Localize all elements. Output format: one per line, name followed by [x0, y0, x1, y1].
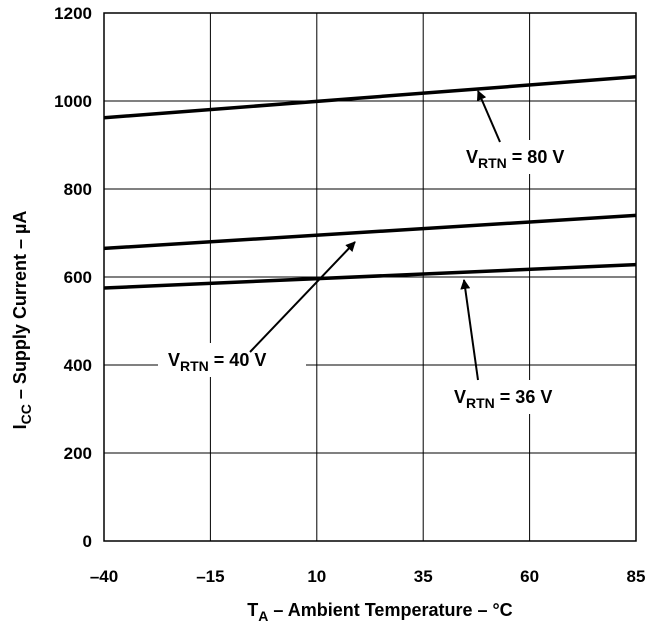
y-axis-title: ICC – Supply Current – µA [10, 211, 34, 430]
x-tick-label: 10 [307, 567, 326, 586]
plot-border [103, 12, 637, 542]
x-tick-label: –15 [196, 567, 224, 586]
series-annotation-label: VRTN = 40 V [168, 350, 266, 374]
series-annotation-label: VRTN = 36 V [454, 387, 552, 411]
x-axis-title: TA – Ambient Temperature – °C [247, 600, 512, 624]
plot-frame [103, 12, 637, 542]
series-lines [103, 75, 637, 290]
annotation-arrow [476, 90, 501, 143]
series-annotation-label: VRTN = 80 V [466, 147, 564, 171]
x-tick-label: 35 [414, 567, 433, 586]
series-line [103, 262, 637, 290]
y-tick-label: 600 [64, 268, 92, 287]
annotation-arrow [460, 279, 479, 381]
x-tick-label: 85 [627, 567, 646, 586]
series-line [103, 75, 637, 120]
series-line [103, 213, 637, 251]
x-tick-labels: –40 –15 10 35 60 85 [90, 567, 646, 586]
x-tick-label: –40 [90, 567, 118, 586]
y-tick-label: 1000 [54, 92, 92, 111]
annotation-background [158, 343, 306, 377]
x-tick-label: 60 [520, 567, 539, 586]
y-tick-label: 400 [64, 356, 92, 375]
y-tick-label: 1200 [54, 4, 92, 23]
y-tick-labels: 0 200 400 600 800 1000 1200 [54, 4, 92, 551]
annotations: VRTN = 80 V VRTN = 40 V VRTN = 36 V [158, 90, 610, 414]
y-tick-label: 800 [64, 180, 92, 199]
y-tick-label: 200 [64, 444, 92, 463]
annotation-background [446, 380, 596, 414]
annotation-arrow [249, 241, 356, 353]
annotation-background [458, 140, 610, 174]
y-tick-label: 0 [83, 532, 92, 551]
